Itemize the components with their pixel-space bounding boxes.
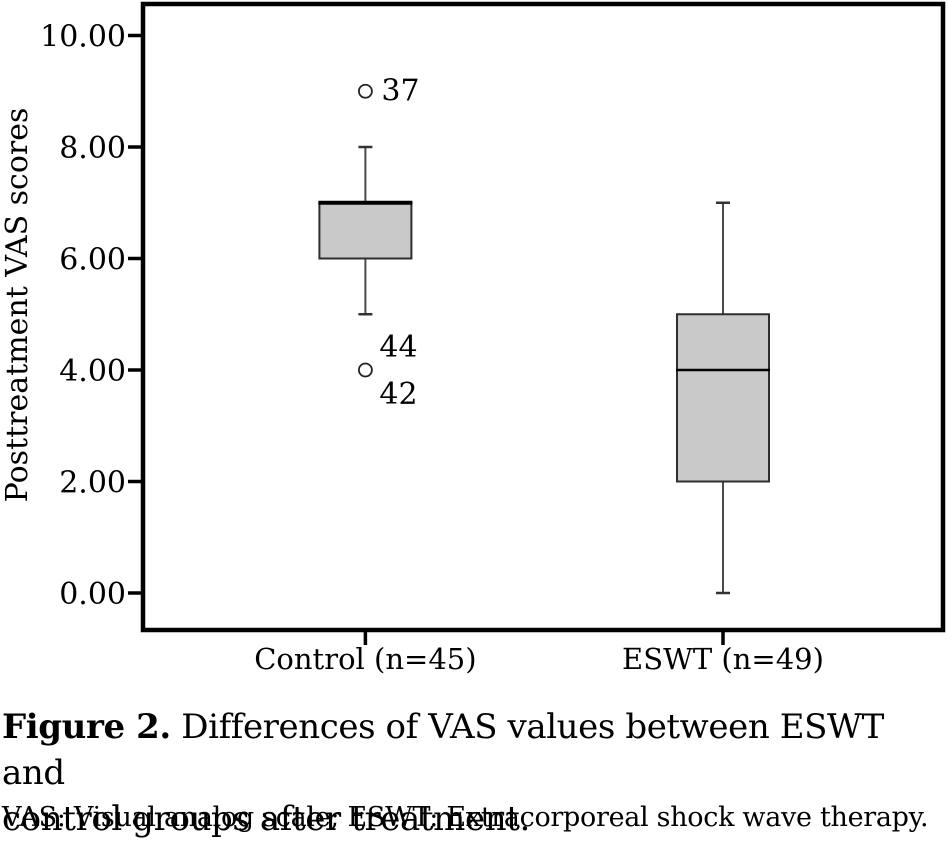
caption-figure-label: Figure 2.: [2, 707, 171, 747]
x-category-label: ESWT (n=49): [622, 642, 824, 676]
y-tick-label: 2.00: [59, 466, 126, 501]
caption-text-1: Differences of VAS values between ESWT a…: [2, 707, 884, 793]
caption-line-1: Figure 2. Differences of VAS values betw…: [2, 707, 884, 793]
outlier-case-label: 44: [379, 330, 417, 365]
y-tick-label: 0.00: [59, 577, 126, 612]
boxplot-canvas: 0.00 2.00 4.00 6.00 8.00 10.00 Posttreatment V…: [0, 1, 946, 676]
y-tick-label: 8.00: [59, 131, 126, 166]
plot-frame: [140, 1, 946, 633]
figure-footnote: VAS: Visual analog scale; ESWT: Extracor…: [2, 802, 929, 833]
boxplot-figure: 0.00 2.00 4.00 6.00 8.00 10.00 Posttreatment V…: [0, 1, 946, 676]
caption-line-2: control groups after treatment.: [2, 799, 530, 839]
box-iqr: [318, 201, 413, 260]
outlier-case-label: 42: [379, 377, 417, 412]
outlier-case-label: 37: [381, 73, 419, 108]
outlier-point: [357, 362, 373, 378]
y-tick-label: 6.00: [59, 243, 126, 278]
y-tick-label: 10.00: [40, 20, 126, 55]
box-iqr: [676, 313, 770, 483]
y-tick-label: 4.00: [59, 354, 126, 389]
outlier-point: [357, 83, 373, 99]
figure-caption: Figure 2. Differences of VAS values betw…: [2, 704, 945, 842]
y-axis-title: Posttreatment VAS scores: [0, 108, 35, 503]
x-category-label: Control (n=45): [254, 642, 476, 676]
